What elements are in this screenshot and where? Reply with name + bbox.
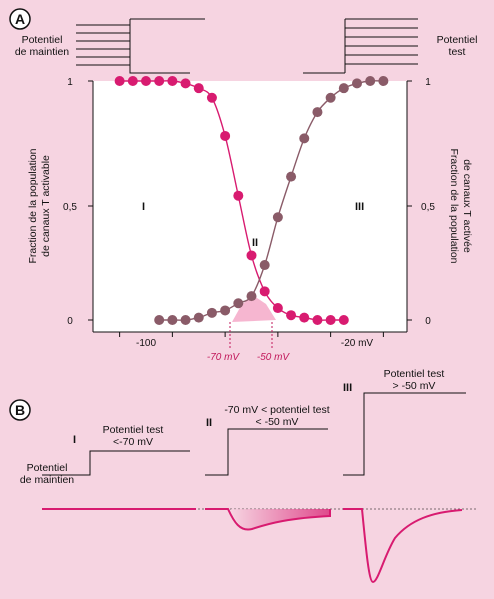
activation-point xyxy=(259,260,270,271)
inactivation-point xyxy=(299,312,310,323)
step-i-label-line2: <-70 mV xyxy=(113,436,153,448)
step-ii-label-line1: -70 mV < potentiel test xyxy=(224,404,329,416)
step-i-holding-line2: de maintien xyxy=(20,474,74,486)
y-tick-right-1: 1 xyxy=(425,77,431,88)
activation-point xyxy=(299,133,310,144)
inactivation-point xyxy=(233,190,244,201)
activation-point xyxy=(193,312,204,323)
holding-potential-protocol xyxy=(76,18,205,74)
panel-a-badge: A xyxy=(9,8,31,30)
plot-area xyxy=(93,81,407,332)
activation-point xyxy=(338,83,349,94)
inactivation-point xyxy=(141,76,151,86)
x-tick-minus100: -100 xyxy=(136,338,156,349)
activation-point xyxy=(246,291,257,302)
inactivation-point xyxy=(338,315,349,325)
step-iii-roman: III xyxy=(343,382,352,394)
step-i-holding-line1: Potentiel xyxy=(27,462,68,474)
y-left-label-line2: de canaux T activable xyxy=(40,155,52,257)
activation-point xyxy=(378,76,389,86)
region-iii-label: III xyxy=(355,201,364,213)
step-iii-label-line1: Potentiel test xyxy=(384,368,445,380)
y-tick-left-05: 0,5 xyxy=(63,202,77,213)
region-ii-label: II xyxy=(252,237,258,249)
y-tick-right-05: 0,5 xyxy=(421,202,435,213)
marker-minus50-label: -50 mV xyxy=(257,352,291,363)
holding-label-line2: de maintien xyxy=(15,46,69,58)
activation-points xyxy=(154,76,389,325)
current-trace-ii xyxy=(205,508,331,531)
current-trace-iii xyxy=(343,508,463,584)
holding-label-line1: Potentiel xyxy=(22,34,63,46)
svg-text:B: B xyxy=(15,402,25,418)
step-iii-label-line2: > -50 mV xyxy=(393,380,436,392)
inactivation-point xyxy=(180,78,191,89)
step-ii-protocol xyxy=(205,428,328,476)
current-ii-fill xyxy=(231,509,330,529)
step-ii-roman: II xyxy=(206,417,212,429)
y-left-label-line1: Fraction de la population xyxy=(27,148,39,263)
inactivation-points xyxy=(114,76,349,325)
inactivation-point xyxy=(286,310,297,321)
x-tick-minus20: -20 mV xyxy=(341,338,374,349)
svg-text:A: A xyxy=(15,11,25,27)
activation-point xyxy=(154,315,165,325)
y-right-label-line1: Fraction de la population xyxy=(448,149,460,264)
y-tick-left-0: 0 xyxy=(67,316,73,327)
inactivation-point xyxy=(259,286,270,297)
inactivation-point xyxy=(312,315,323,325)
inactivation-point xyxy=(220,130,231,141)
inactivation-point xyxy=(206,92,217,103)
panel-b-badge: B xyxy=(9,399,31,421)
x-ticks xyxy=(119,332,384,337)
inactivation-point xyxy=(272,303,283,314)
test-label-line1: Potentiel xyxy=(437,34,478,46)
y-tick-left-1: 1 xyxy=(67,77,73,88)
step-ii-label-line2: < -50 mV xyxy=(256,416,299,428)
test-potential-protocol xyxy=(303,18,418,74)
step-i-protocol xyxy=(42,450,190,476)
window-current-area xyxy=(232,296,276,322)
step-i-label-line1: Potentiel test xyxy=(103,424,164,436)
activation-point xyxy=(180,315,191,325)
activation-point xyxy=(167,315,178,325)
inactivation-point xyxy=(246,250,257,261)
activation-point xyxy=(286,171,297,182)
marker-minus70-label: -70 mV xyxy=(207,352,241,363)
activation-point xyxy=(272,212,283,223)
step-iii-protocol xyxy=(343,392,466,476)
test-label-line2: test xyxy=(449,46,466,58)
y-ticks xyxy=(88,80,412,321)
activation-point xyxy=(220,305,231,316)
inactivation-point xyxy=(193,83,204,94)
inactivation-point xyxy=(154,76,165,86)
activation-point xyxy=(325,92,336,103)
activation-point xyxy=(206,307,217,318)
inactivation-point xyxy=(167,76,178,86)
inactivation-point xyxy=(325,315,336,325)
y-tick-right-0: 0 xyxy=(425,316,431,327)
inactivation-point xyxy=(127,76,138,86)
activation-point xyxy=(312,107,323,118)
y-right-label-line2: de canaux T activée xyxy=(461,159,473,253)
activation-point xyxy=(233,298,244,309)
step-i-roman: I xyxy=(73,434,76,446)
activation-point xyxy=(352,78,362,89)
activation-point xyxy=(365,76,376,86)
region-i-label: I xyxy=(142,201,145,213)
inactivation-point xyxy=(114,76,125,86)
